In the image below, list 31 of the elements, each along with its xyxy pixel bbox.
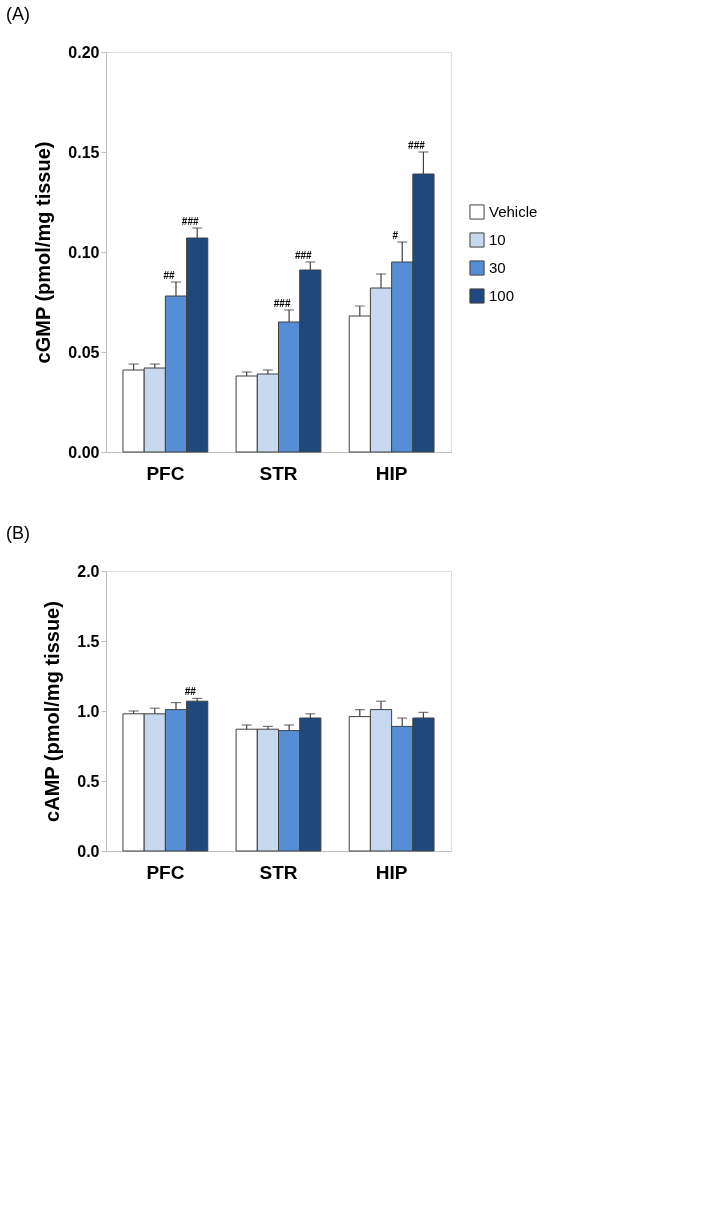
x-tick-label: STR <box>259 462 298 484</box>
y-tick-label: 2.0 <box>77 562 100 580</box>
data-label: # <box>392 230 399 241</box>
x-tick-label: HIP <box>375 861 408 883</box>
y-tick-label: 0.05 <box>68 343 100 361</box>
y-tick-label: 1.5 <box>77 632 100 650</box>
y-tick-label: 0.20 <box>68 43 100 61</box>
x-tick-label: STR <box>259 861 298 883</box>
y-axis-title: cGMP (pmol/mg tissue) <box>32 141 55 364</box>
legend-label: Vehicle <box>489 203 538 220</box>
x-tick-label: PFC <box>146 861 185 883</box>
y-tick-label: 0.00 <box>68 443 100 461</box>
y-tick-label: 0.10 <box>68 243 100 261</box>
chart-title: (A) <box>6 4 30 24</box>
data-label: ### <box>181 216 199 227</box>
data-label: ## <box>184 686 197 698</box>
data-label: ### <box>294 250 313 261</box>
legend-label: 100 <box>489 287 515 304</box>
x-tick-label: HIP <box>375 462 408 484</box>
data-label: ### <box>408 140 426 151</box>
legend-label: 30 <box>489 259 506 276</box>
y-tick-label: 0.5 <box>77 772 100 790</box>
data-label: ### <box>273 298 291 309</box>
y-tick-label: 0.15 <box>68 143 100 161</box>
y-tick-label: 0.0 <box>77 842 100 860</box>
y-axis-title: cAMP (pmol/mg tissue) <box>41 601 64 822</box>
y-tick-label: 1.0 <box>77 702 100 720</box>
chart-title: (B) <box>6 523 30 543</box>
x-tick-label: PFC <box>146 462 185 484</box>
data-label: ## <box>163 270 175 281</box>
legend-label: 10 <box>489 231 506 248</box>
